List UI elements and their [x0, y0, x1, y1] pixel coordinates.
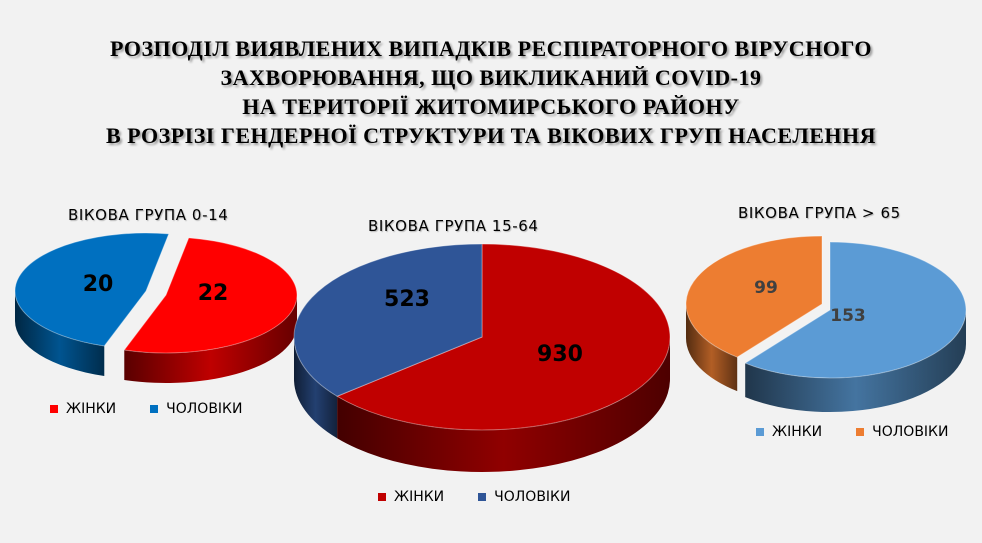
pie-title-65-plus: ВІКОВА ГРУПА > 65 — [738, 204, 901, 222]
pie-title-15-64: ВІКОВА ГРУПА 15-64 — [368, 217, 539, 235]
legend-item-men: ЧОЛОВІКИ — [856, 424, 948, 440]
pie-slice — [123, 237, 298, 354]
title-line: НА ТЕРИТОРІЇ ЖИТОМИРСЬКОГО РАЙОНУ — [242, 94, 740, 119]
chart-title: РОЗПОДІЛ ВИЯВЛЕНИХ ВИПАДКІВ РЕСПІРАТОРНО… — [0, 34, 982, 150]
title-line: РОЗПОДІЛ ВИЯВЛЕНИХ ВИПАДКІВ РЕСПІРАТОРНО… — [110, 36, 872, 61]
legend-item-women: ЖІНКИ — [378, 489, 444, 505]
legend-item-women: ЖІНКИ — [756, 424, 822, 440]
pie-value-label: 22 — [198, 281, 229, 306]
pie-chart: 22 20 — [14, 232, 298, 383]
pie-slice-side — [15, 291, 105, 376]
pie-slice — [685, 235, 823, 358]
legend-swatch-women — [378, 493, 386, 501]
pie-slice-side — [124, 295, 297, 383]
legend-swatch-women — [50, 405, 58, 413]
pie-value-label: 99 — [754, 278, 778, 298]
legend-swatch-men — [478, 493, 487, 501]
pie-slice — [14, 232, 170, 347]
legend-swatch-men — [856, 428, 865, 436]
pie-slice — [744, 241, 967, 379]
legend-item-men: ЧОЛОВІКИ — [150, 401, 242, 417]
title-line: В РОЗРІЗІ ГЕНДЕРНОЇ СТРУКТУРИ ТА ВІКОВИХ… — [105, 123, 876, 148]
legend-label-women: ЖІНКИ — [772, 424, 823, 440]
legend-label-men: ЧОЛОВІКИ — [494, 489, 571, 505]
pie-value-label: 523 — [384, 287, 430, 312]
pie-slice-side — [686, 304, 738, 392]
pie-slice-side — [745, 310, 966, 412]
pie-chart: 930 523 — [293, 243, 671, 472]
legend-label-men: ЧОЛОВІКИ — [166, 401, 243, 417]
legend-15-64: ЖІНКИ ЧОЛОВІКИ — [378, 489, 570, 505]
legend-item-men: ЧОЛОВІКИ — [478, 489, 570, 505]
legend-item-women: ЖІНКИ — [50, 401, 116, 417]
legend-65-plus: ЖІНКИ ЧОЛОВІКИ — [756, 424, 948, 440]
legend-label-women: ЖІНКИ — [394, 489, 445, 505]
legend-label-men: ЧОЛОВІКИ — [872, 424, 949, 440]
pie-value-label: 930 — [537, 342, 583, 367]
legend-swatch-women — [756, 428, 764, 436]
legend-0-14: ЖІНКИ ЧОЛОВІКИ — [50, 401, 242, 417]
title-line: ЗАХВОРЮВАННЯ, ЩО ВИКЛИКАНИЙ COVID-19 — [220, 65, 762, 90]
pie-value-label: 153 — [830, 306, 866, 326]
pie-value-label: 20 — [83, 272, 114, 297]
legend-label-women: ЖІНКИ — [66, 401, 117, 417]
pie-slice-side — [294, 337, 338, 439]
pie-slice-side — [337, 337, 670, 472]
pie-slice — [293, 243, 483, 397]
legend-swatch-men — [150, 405, 159, 413]
pie-slice — [335, 243, 671, 431]
pie-chart: 153 99 — [685, 235, 967, 412]
pie-title-0-14: ВІКОВА ГРУПА 0-14 — [68, 206, 229, 224]
